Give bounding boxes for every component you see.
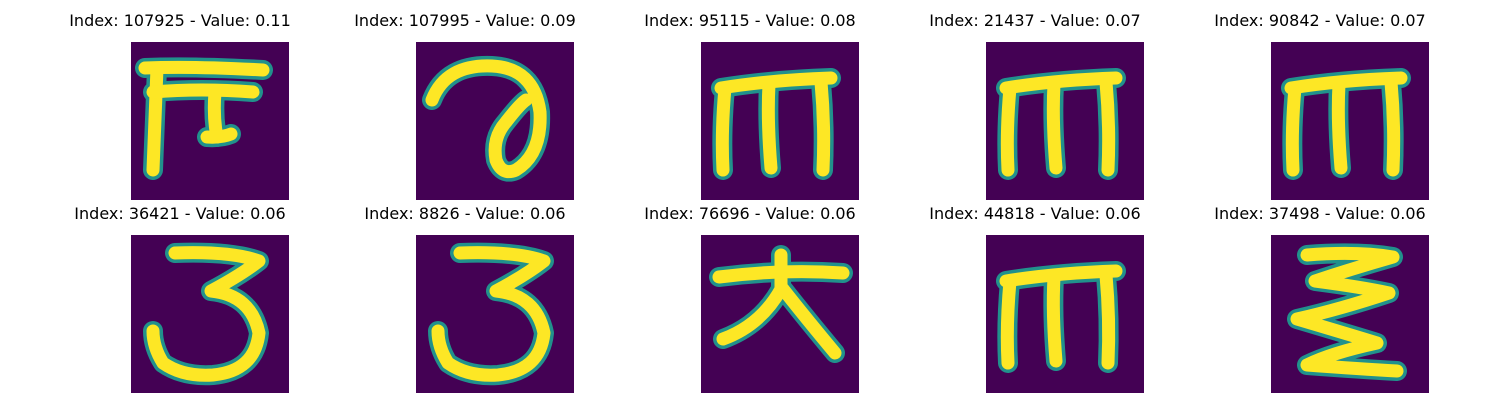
glyph-f-icon — [131, 42, 289, 200]
grid-cell: Index: 8826 - Value: 0.06 — [315, 201, 615, 393]
glyph-core-stroke — [715, 81, 732, 177]
glyph-core-stroke — [1000, 81, 1017, 177]
glyph-m-icon — [986, 42, 1144, 200]
glyph-m-icon — [1271, 42, 1429, 200]
cell-title: Index: 21437 - Value: 0.07 — [929, 11, 1141, 30]
glyph-core-stroke — [1290, 246, 1404, 378]
image-tile — [131, 42, 289, 200]
grid-cell: Index: 90842 - Value: 0.07 — [1170, 8, 1470, 200]
glyph-curl-icon — [416, 42, 574, 200]
glyph-core-stroke — [761, 77, 778, 175]
glyph-three-icon — [416, 235, 574, 393]
cell-title: Index: 36421 - Value: 0.06 — [74, 204, 286, 223]
glyph-m-icon — [701, 42, 859, 200]
image-tile — [1271, 42, 1429, 200]
cell-title: Index: 37498 - Value: 0.06 — [1214, 204, 1426, 223]
glyph-core-stroke — [1099, 268, 1116, 370]
cell-title: Index: 44818 - Value: 0.06 — [929, 204, 1141, 223]
glyph-zigzag-icon — [1271, 235, 1429, 393]
glyph-core-stroke — [1285, 81, 1302, 177]
grid-cell: Index: 36421 - Value: 0.06 — [30, 201, 330, 393]
glyph-core-stroke — [431, 246, 551, 382]
glyph-core-stroke — [1331, 77, 1348, 175]
image-tile — [131, 235, 289, 393]
cell-title: Index: 107995 - Value: 0.09 — [354, 11, 576, 30]
grid-cell: Index: 37498 - Value: 0.06 — [1170, 201, 1470, 393]
grid-cell: Index: 44818 - Value: 0.06 — [885, 201, 1185, 393]
image-tile — [416, 235, 574, 393]
image-tile — [986, 42, 1144, 200]
cell-title: Index: 90842 - Value: 0.07 — [1214, 11, 1426, 30]
grid-cell: Index: 107995 - Value: 0.09 — [315, 8, 615, 200]
glyph-core-stroke — [1046, 270, 1063, 368]
glyph-dai-icon — [701, 235, 859, 393]
cell-title: Index: 8826 - Value: 0.06 — [364, 204, 566, 223]
glyph-core-stroke — [425, 59, 547, 179]
image-tile — [986, 235, 1144, 393]
glyph-core-stroke — [1000, 274, 1017, 370]
cell-title: Index: 95115 - Value: 0.08 — [644, 11, 856, 30]
image-tile — [701, 42, 859, 200]
glyph-core-stroke — [1046, 77, 1063, 175]
glyph-core-stroke — [776, 282, 842, 360]
glyph-core-stroke — [1384, 75, 1401, 177]
glyph-core-stroke — [814, 75, 831, 177]
glyph-core-stroke — [146, 83, 260, 99]
glyph-core-stroke — [146, 246, 266, 382]
cell-title: Index: 107925 - Value: 0.11 — [69, 11, 291, 30]
grid-cell: Index: 95115 - Value: 0.08 — [600, 8, 900, 200]
glyph-core-stroke — [146, 61, 164, 177]
image-tile — [701, 235, 859, 393]
glyph-core-stroke — [200, 127, 238, 144]
image-tile — [1271, 235, 1429, 393]
glyph-core-stroke — [207, 85, 224, 144]
image-tile — [416, 42, 574, 200]
glyph-m-icon — [986, 235, 1144, 393]
glyph-core-stroke — [1099, 75, 1116, 177]
glyph-three-icon — [131, 235, 289, 393]
grid-cell: Index: 107925 - Value: 0.11 — [30, 8, 330, 200]
grid-cell: Index: 21437 - Value: 0.07 — [885, 8, 1185, 200]
grid-cell: Index: 76696 - Value: 0.06 — [600, 201, 900, 393]
cell-title: Index: 76696 - Value: 0.06 — [644, 204, 856, 223]
